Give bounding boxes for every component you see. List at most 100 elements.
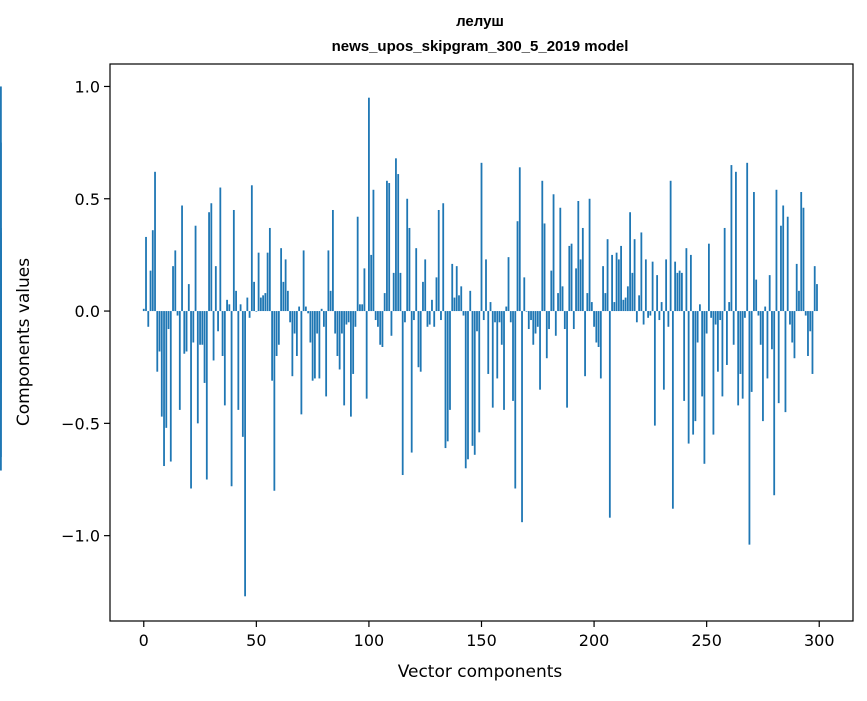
bar: [764, 306, 767, 312]
bar: [327, 250, 330, 312]
bar: [284, 259, 287, 312]
bar: [507, 257, 510, 312]
bar: [699, 304, 701, 312]
bar: [154, 171, 156, 312]
bar: [629, 212, 631, 312]
bars-layer: [0, 86, 818, 597]
bar: [241, 311, 244, 437]
bar: [482, 311, 485, 321]
bar: [651, 261, 654, 312]
bar: [793, 311, 796, 359]
bar: [356, 216, 359, 312]
bar: [169, 311, 172, 462]
bar: [728, 302, 731, 312]
bar: [325, 311, 328, 397]
y-tick-label: −0.5: [61, 414, 100, 433]
bar: [678, 270, 681, 312]
bar: [708, 243, 710, 312]
bar: [295, 311, 298, 356]
bar: [613, 302, 616, 312]
bar: [228, 304, 231, 312]
bar: [642, 311, 645, 325]
bar: [176, 311, 179, 316]
bar: [809, 311, 812, 332]
bar: [291, 311, 294, 377]
bar: [352, 311, 355, 374]
bar: [599, 311, 602, 379]
bar: [804, 311, 807, 316]
bar: [811, 311, 814, 374]
bar: [721, 311, 724, 397]
bar: [336, 311, 339, 356]
bar: [532, 311, 535, 345]
bar: [273, 311, 276, 491]
bar: [203, 311, 206, 383]
bar: [318, 311, 321, 379]
bar: [293, 311, 296, 334]
bar: [730, 165, 733, 312]
y-tick-label: −1.0: [61, 527, 100, 546]
bar: [392, 272, 395, 312]
bar: [566, 311, 568, 408]
bar: [489, 302, 492, 312]
bar: [221, 311, 224, 356]
bar: [0, 311, 2, 458]
bar: [633, 239, 636, 312]
x-tick-label: 250: [691, 631, 722, 650]
bar: [649, 311, 652, 316]
bar: [687, 311, 690, 444]
bar: [503, 311, 505, 410]
bar: [563, 311, 566, 330]
bar: [406, 198, 409, 312]
bar: [264, 293, 267, 312]
bar: [268, 227, 271, 312]
bar: [449, 311, 451, 410]
bar: [230, 311, 233, 487]
bar: [662, 311, 665, 390]
bar: [572, 311, 575, 330]
bar: [419, 311, 422, 372]
bar: [415, 248, 418, 312]
bar: [343, 311, 346, 406]
bar: [347, 311, 350, 323]
bar: [741, 311, 744, 399]
bar: [692, 311, 695, 435]
bar: [717, 311, 719, 372]
bar: [739, 311, 742, 374]
bar: [289, 311, 292, 323]
bar: [446, 311, 449, 442]
bar: [548, 311, 550, 330]
bar: [237, 311, 240, 410]
bar: [426, 311, 429, 327]
bar: [460, 286, 463, 312]
bar: [212, 311, 215, 361]
bar: [656, 275, 659, 312]
bar: [586, 293, 589, 312]
bar: [584, 311, 586, 377]
bar: [320, 308, 323, 312]
bar: [464, 311, 467, 469]
bar: [185, 311, 188, 352]
bar: [579, 259, 582, 312]
bar: [172, 266, 174, 312]
bar: [280, 248, 283, 312]
bar: [388, 183, 391, 312]
bar: [608, 311, 611, 518]
bar: [777, 311, 780, 404]
bar: [766, 311, 769, 379]
bar: [473, 311, 476, 455]
bar: [341, 311, 343, 334]
bar: [735, 171, 737, 312]
y-tick-label: 1.0: [75, 77, 100, 96]
bar: [187, 284, 190, 312]
bar: [329, 290, 332, 312]
bar: [410, 311, 413, 453]
bar: [577, 201, 580, 312]
bar: [530, 311, 532, 321]
bar: [744, 311, 746, 318]
bar: [780, 225, 782, 312]
bar: [759, 311, 762, 345]
bar: [428, 311, 431, 325]
bar: [304, 306, 307, 312]
